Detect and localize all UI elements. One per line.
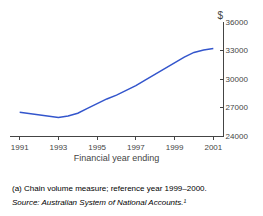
svg-text:2001: 2001 [204,143,222,152]
svg-text:1997: 1997 [127,143,145,152]
svg-text:1999: 1999 [166,143,184,152]
svg-text:(a) Chain volume measure; refe: (a) Chain volume measure; reference year… [12,184,207,193]
svg-text:24000: 24000 [226,132,249,141]
svg-text:1991: 1991 [11,143,29,152]
svg-text:Financial year ending: Financial year ending [74,153,160,163]
svg-text:30000: 30000 [226,75,249,84]
svg-text:$: $ [217,10,223,21]
svg-text:Source: Australian System of N: Source: Australian System of National Ac… [12,198,186,207]
svg-text:36000: 36000 [226,18,249,27]
svg-text:1995: 1995 [88,143,106,152]
svg-text:27000: 27000 [226,103,249,112]
svg-text:33000: 33000 [226,46,249,55]
svg-text:1993: 1993 [50,143,68,152]
